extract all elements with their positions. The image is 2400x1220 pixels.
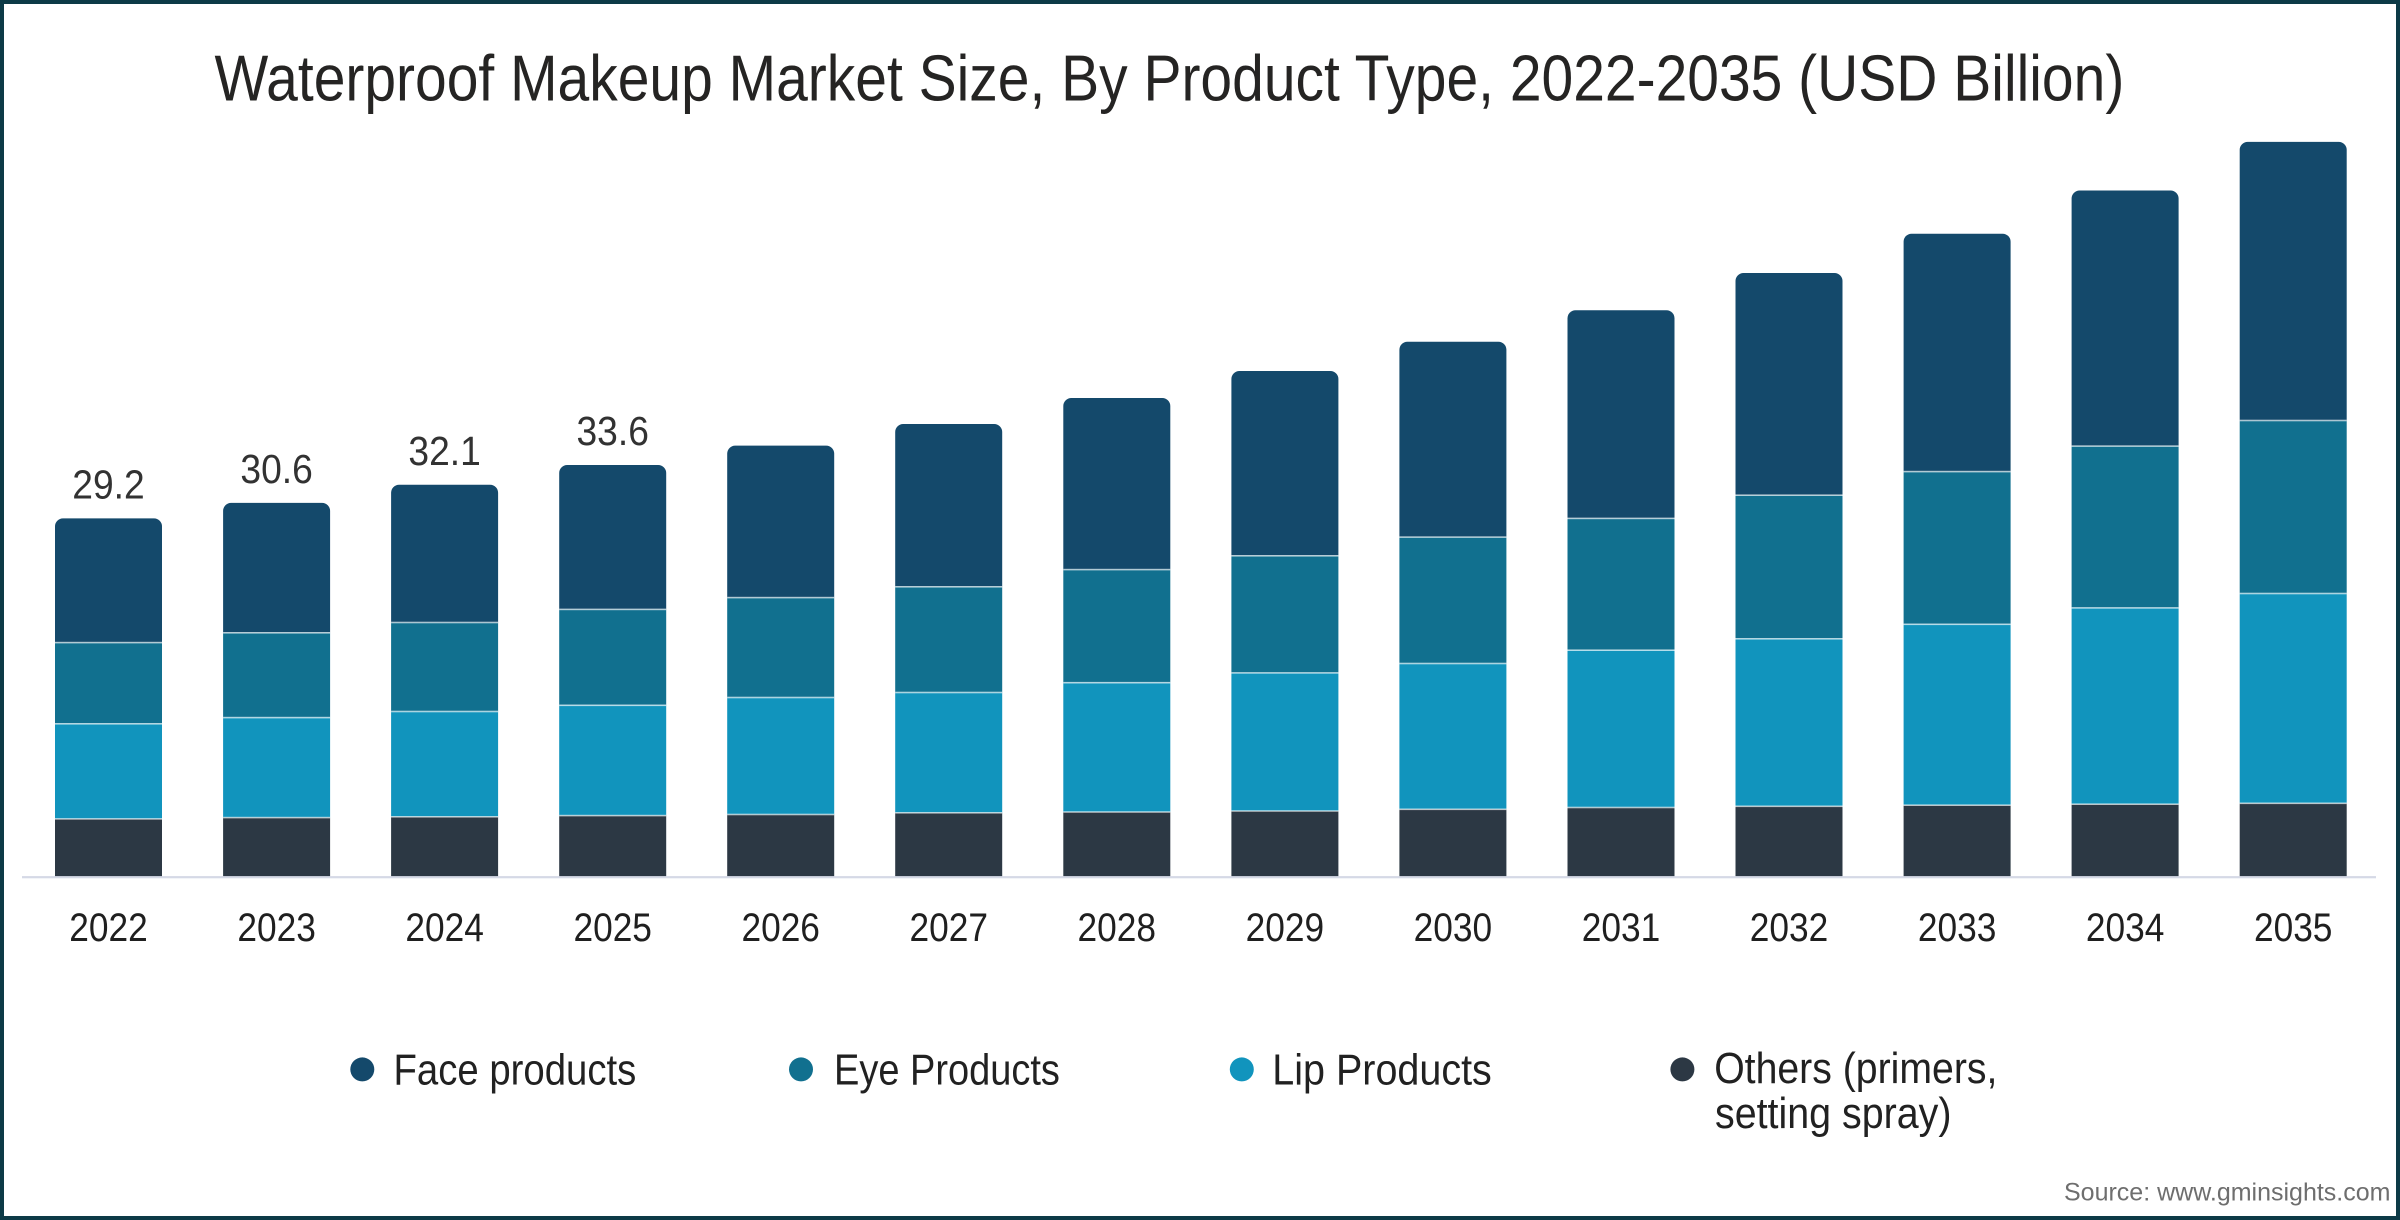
svg-text:2026: 2026: [741, 906, 820, 950]
svg-text:33.6: 33.6: [577, 408, 649, 454]
svg-text:2029: 2029: [1246, 906, 1325, 950]
svg-text:Face products: Face products: [394, 1046, 637, 1095]
svg-text:2028: 2028: [1078, 906, 1157, 950]
svg-text:2031: 2031: [1582, 906, 1661, 950]
svg-text:2027: 2027: [910, 906, 989, 950]
svg-text:2034: 2034: [2086, 906, 2165, 950]
svg-text:2023: 2023: [237, 906, 316, 950]
svg-text:2030: 2030: [1414, 906, 1493, 950]
svg-text:29.2: 29.2: [72, 461, 144, 507]
svg-text:Lip Products: Lip Products: [1272, 1046, 1492, 1095]
svg-text:Waterproof Makeup Market Size,: Waterproof Makeup Market Size, By Produc…: [215, 43, 2125, 115]
svg-text:2035: 2035: [2254, 906, 2333, 950]
svg-text:2024: 2024: [405, 906, 484, 950]
svg-text:Source: www.gminsights.com: Source: www.gminsights.com: [2064, 1179, 2391, 1207]
svg-text:2032: 2032: [1750, 906, 1829, 950]
svg-text:30.6: 30.6: [240, 446, 312, 492]
svg-text:2022: 2022: [69, 906, 148, 950]
svg-text:32.1: 32.1: [408, 428, 480, 474]
svg-text:Others (primers,: Others (primers,: [1714, 1044, 1997, 1093]
svg-text:Eye Products: Eye Products: [834, 1046, 1060, 1095]
svg-text:setting spray): setting spray): [1715, 1089, 1952, 1138]
svg-text:2025: 2025: [573, 906, 652, 950]
svg-text:2033: 2033: [1918, 906, 1997, 950]
